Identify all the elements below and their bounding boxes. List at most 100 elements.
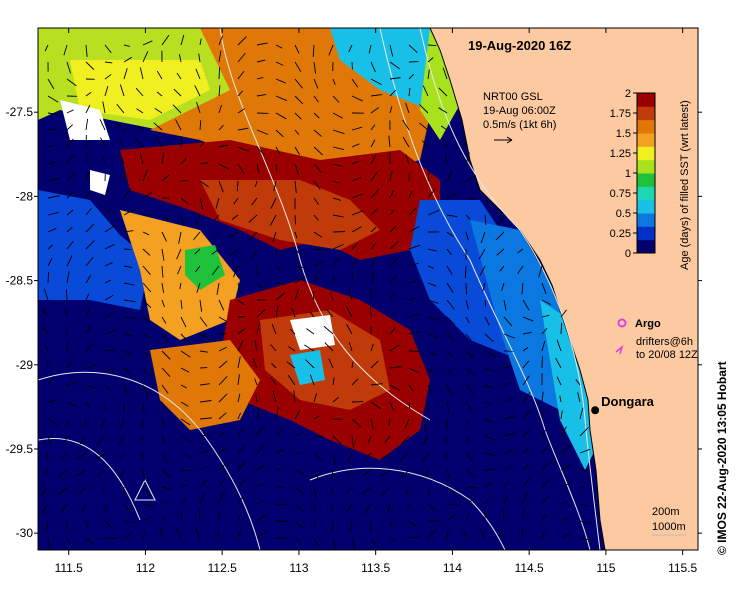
current-arrow bbox=[180, 333, 190, 343]
current-arrow bbox=[522, 360, 530, 369]
current-arrow bbox=[446, 316, 455, 325]
current-arrow bbox=[85, 401, 91, 409]
current-arrow bbox=[389, 190, 395, 199]
current-arrow bbox=[446, 265, 453, 275]
current-arrow bbox=[464, 265, 467, 278]
current-arrow bbox=[402, 136, 410, 148]
current-arrow bbox=[47, 244, 54, 250]
current-arrow bbox=[498, 214, 505, 226]
current-arrow bbox=[139, 152, 144, 165]
current-arrow bbox=[215, 197, 220, 209]
current-arrow bbox=[370, 61, 376, 73]
current-arrow bbox=[136, 139, 144, 148]
contour-offshore-1 bbox=[38, 371, 261, 550]
current-arrow bbox=[332, 112, 343, 119]
current-arrow bbox=[96, 435, 106, 446]
current-arrow bbox=[218, 346, 227, 352]
current-arrow bbox=[142, 367, 151, 378]
x-tick-label: 115.5 bbox=[668, 561, 697, 575]
current-arrow bbox=[313, 415, 320, 420]
contour-offshore-2 bbox=[38, 438, 141, 521]
current-arrow bbox=[408, 520, 417, 527]
current-arrow bbox=[270, 377, 277, 386]
current-arrow bbox=[42, 326, 49, 335]
current-arrow bbox=[351, 537, 356, 550]
current-arrow bbox=[104, 243, 115, 250]
current-arrow bbox=[100, 137, 106, 148]
current-arrow bbox=[275, 305, 279, 318]
current-arrow bbox=[237, 127, 249, 131]
contour-label-1000m: 1000m bbox=[652, 521, 686, 533]
current-arrow bbox=[313, 163, 323, 174]
current-arrow bbox=[142, 265, 151, 275]
current-arrow bbox=[123, 282, 135, 286]
current-arrow bbox=[313, 112, 320, 119]
colorbar-segment bbox=[637, 173, 655, 187]
current-arrow bbox=[85, 152, 88, 165]
current-arrow bbox=[101, 486, 106, 493]
current-arrow bbox=[199, 480, 208, 488]
current-arrow bbox=[179, 282, 182, 290]
current-arrow bbox=[199, 333, 210, 340]
current-arrow bbox=[389, 61, 400, 70]
current-arrow bbox=[237, 393, 241, 403]
colorbar-segment bbox=[637, 239, 655, 254]
current-arrow bbox=[256, 94, 267, 97]
current-arrow bbox=[379, 469, 391, 477]
current-arrow bbox=[104, 401, 107, 412]
coastline bbox=[429, 28, 606, 550]
current-arrow bbox=[484, 401, 492, 405]
current-arrow bbox=[237, 316, 246, 318]
current-arrow bbox=[218, 431, 225, 437]
current-arrow bbox=[161, 418, 165, 426]
current-arrow bbox=[346, 486, 353, 494]
current-arrow bbox=[541, 461, 551, 471]
current-arrow bbox=[194, 248, 201, 255]
y-axis: -27.5 -28 -28.5 -29 -29.5 -30 bbox=[6, 105, 702, 540]
current-arrow bbox=[194, 265, 201, 273]
current-arrow bbox=[256, 425, 264, 437]
current-arrow bbox=[384, 435, 391, 443]
current-arrow bbox=[484, 435, 496, 441]
current-arrow bbox=[159, 528, 163, 539]
current-arrow bbox=[294, 129, 300, 135]
current-arrow bbox=[85, 172, 89, 182]
current-arrow bbox=[142, 40, 153, 46]
current-arrow bbox=[370, 401, 381, 410]
current-arrow bbox=[521, 282, 524, 295]
current-arrow bbox=[47, 399, 60, 403]
current-arrow bbox=[427, 171, 430, 182]
current-arrow bbox=[199, 383, 210, 386]
current-arrow bbox=[560, 322, 563, 335]
current-arrow bbox=[85, 44, 88, 57]
current-arrow bbox=[313, 61, 317, 74]
argo-icon bbox=[617, 318, 627, 328]
current-arrow bbox=[161, 384, 169, 394]
current-arrow bbox=[272, 390, 277, 403]
current-arrow bbox=[156, 70, 163, 80]
current-arrow bbox=[446, 350, 453, 357]
current-arrow bbox=[386, 503, 391, 514]
current-arrow bbox=[237, 340, 244, 352]
current-arrow bbox=[541, 531, 546, 539]
current-arrow bbox=[193, 231, 201, 241]
current-arrow bbox=[347, 469, 353, 476]
current-arrow bbox=[502, 509, 505, 522]
current-arrow bbox=[293, 390, 296, 403]
current-arrow bbox=[579, 537, 592, 541]
current-arrow bbox=[85, 104, 91, 114]
current-arrow bbox=[370, 383, 383, 386]
current-arrow bbox=[388, 418, 391, 426]
current-arrow bbox=[288, 346, 296, 352]
current-arrow bbox=[237, 71, 245, 80]
current-arrow bbox=[541, 314, 550, 318]
current-arrow bbox=[287, 374, 296, 386]
current-arrow bbox=[370, 242, 377, 250]
current-arrow bbox=[142, 401, 145, 414]
current-arrow bbox=[161, 152, 165, 165]
current-arrow bbox=[252, 358, 258, 369]
current-arrow bbox=[85, 342, 96, 352]
current-arrow bbox=[195, 214, 201, 227]
current-arrow bbox=[256, 59, 266, 63]
current-arrow bbox=[294, 486, 305, 495]
